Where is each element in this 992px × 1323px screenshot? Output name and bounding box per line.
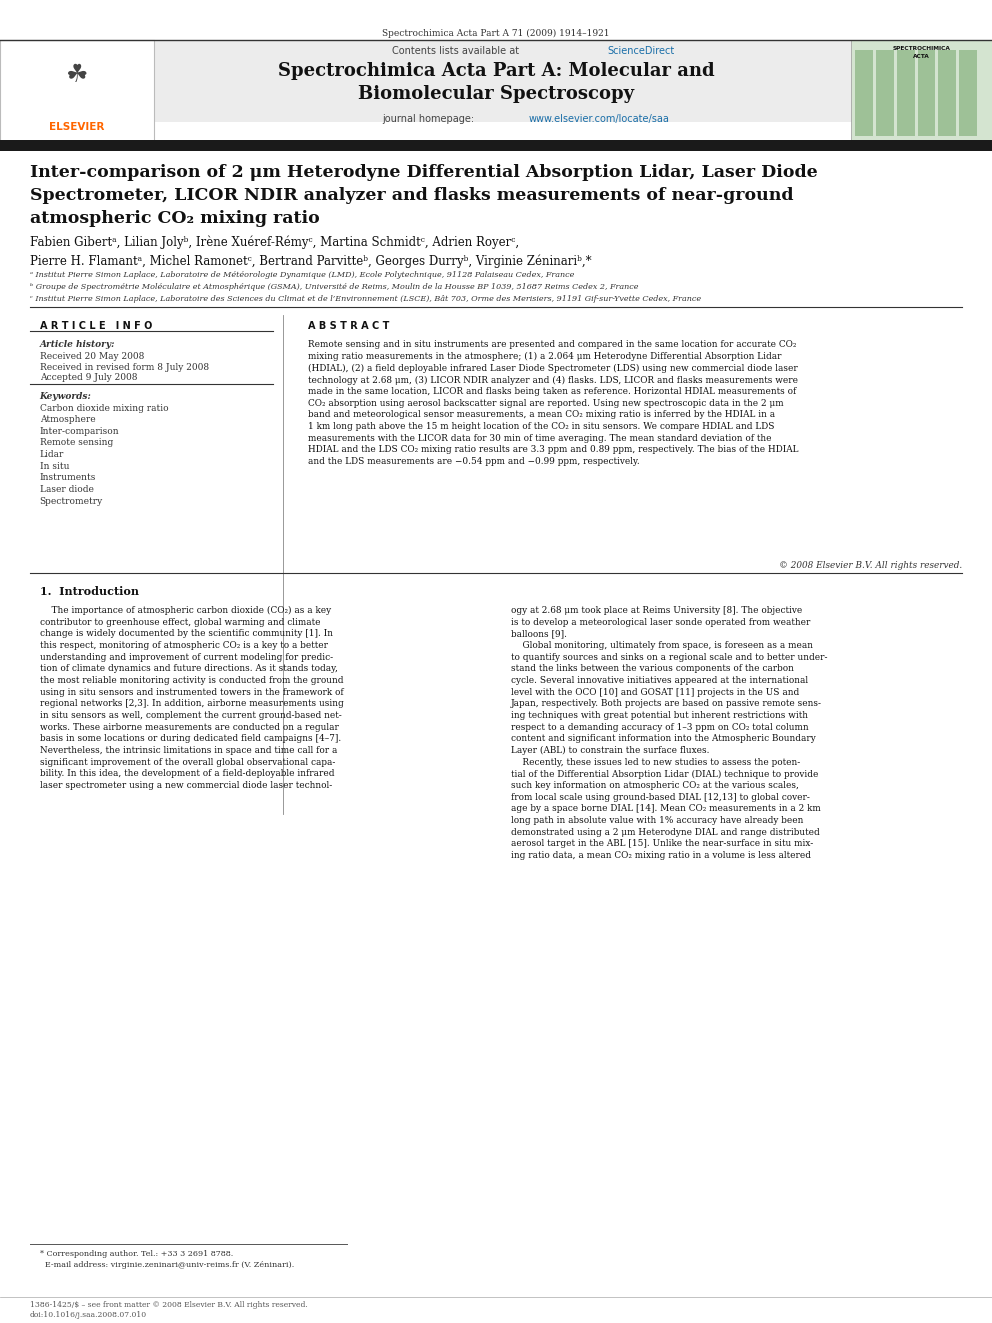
Text: ELSEVIER: ELSEVIER	[49, 122, 104, 132]
FancyBboxPatch shape	[897, 50, 915, 136]
Text: ᵃ Institut Pierre Simon Laplace, Laboratoire de Météorologie Dynamique (LMD), Ec: ᵃ Institut Pierre Simon Laplace, Laborat…	[30, 271, 574, 279]
Text: Received in revised form 8 July 2008: Received in revised form 8 July 2008	[40, 363, 208, 372]
Text: Inter-comparison: Inter-comparison	[40, 427, 119, 435]
Text: Lidar: Lidar	[40, 450, 64, 459]
Text: © 2008 Elsevier B.V. All rights reserved.: © 2008 Elsevier B.V. All rights reserved…	[779, 561, 962, 570]
Text: Spectrochimica Acta Part A 71 (2009) 1914–1921: Spectrochimica Acta Part A 71 (2009) 191…	[382, 29, 610, 38]
Text: A R T I C L E   I N F O: A R T I C L E I N F O	[40, 321, 152, 332]
Text: 1386-1425/$ – see front matter © 2008 Elsevier B.V. All rights reserved.: 1386-1425/$ – see front matter © 2008 El…	[30, 1301, 308, 1308]
FancyBboxPatch shape	[959, 50, 977, 136]
Text: Fabien Gibertᵃ, Lilian Jolyᵇ, Irène Xuéref-Rémyᶜ, Martina Schmidtᶜ, Adrien Royer: Fabien Gibertᵃ, Lilian Jolyᵇ, Irène Xuér…	[30, 235, 519, 249]
Text: Spectrometry: Spectrometry	[40, 496, 103, 505]
Text: Keywords:: Keywords:	[40, 392, 91, 401]
Text: ☘: ☘	[65, 64, 87, 87]
FancyBboxPatch shape	[918, 50, 935, 136]
Text: Instruments: Instruments	[40, 474, 96, 483]
Text: Carbon dioxide mixing ratio: Carbon dioxide mixing ratio	[40, 404, 169, 413]
Text: Accepted 9 July 2008: Accepted 9 July 2008	[40, 373, 137, 382]
FancyBboxPatch shape	[938, 50, 956, 136]
Text: ogy at 2.68 μm took place at Reims University [8]. The objective
is to develop a: ogy at 2.68 μm took place at Reims Unive…	[511, 606, 827, 860]
FancyBboxPatch shape	[0, 40, 992, 122]
Text: A B S T R A C T: A B S T R A C T	[308, 321, 389, 332]
FancyBboxPatch shape	[855, 50, 873, 136]
Text: * Corresponding author. Tel.: +33 3 2691 8788.: * Corresponding author. Tel.: +33 3 2691…	[40, 1250, 233, 1258]
Text: ScienceDirect: ScienceDirect	[607, 46, 675, 57]
Text: doi:10.1016/j.saa.2008.07.010: doi:10.1016/j.saa.2008.07.010	[30, 1311, 147, 1319]
Text: www.elsevier.com/locate/saa: www.elsevier.com/locate/saa	[529, 114, 670, 124]
Text: 1.  Introduction: 1. Introduction	[40, 586, 139, 597]
Text: E-mail address: virginie.zeninari@univ-reims.fr (V. Zéninari).: E-mail address: virginie.zeninari@univ-r…	[40, 1261, 294, 1269]
Text: ᶜ Institut Pierre Simon Laplace, Laboratoire des Sciences du Climat et de l’Envi: ᶜ Institut Pierre Simon Laplace, Laborat…	[30, 295, 701, 303]
FancyBboxPatch shape	[0, 40, 154, 143]
Text: journal homepage:: journal homepage:	[382, 114, 477, 124]
Text: Remote sensing: Remote sensing	[40, 438, 113, 447]
Text: Contents lists available at: Contents lists available at	[392, 46, 522, 57]
Text: Pierre H. Flamantᵃ, Michel Ramonetᶜ, Bertrand Parvitteᵇ, Georges Durryᵇ, Virgini: Pierre H. Flamantᵃ, Michel Ramonetᶜ, Ber…	[30, 254, 591, 267]
Text: Atmosphere: Atmosphere	[40, 415, 95, 425]
FancyBboxPatch shape	[851, 40, 992, 142]
Text: Spectrochimica Acta Part A: Molecular and
Biomolecular Spectroscopy: Spectrochimica Acta Part A: Molecular an…	[278, 62, 714, 103]
Text: ᵇ Groupe de Spectrométrie Moléculaire et Atmosphérique (GSMA), Université de Rei: ᵇ Groupe de Spectrométrie Moléculaire et…	[30, 283, 638, 291]
Text: In situ: In situ	[40, 462, 69, 471]
Text: SPECTROCHIMICA: SPECTROCHIMICA	[893, 46, 950, 52]
Text: ACTA: ACTA	[914, 54, 930, 60]
FancyBboxPatch shape	[876, 50, 894, 136]
Text: Remote sensing and in situ instruments are presented and compared in the same lo: Remote sensing and in situ instruments a…	[308, 340, 798, 466]
Text: Inter-comparison of 2 μm Heterodyne Differential Absorption Lidar, Laser Diode
S: Inter-comparison of 2 μm Heterodyne Diff…	[30, 164, 817, 226]
Text: Received 20 May 2008: Received 20 May 2008	[40, 352, 144, 361]
Text: Article history:: Article history:	[40, 340, 115, 349]
Text: The importance of atmospheric carbon dioxide (CO₂) as a key
contributor to green: The importance of atmospheric carbon dio…	[40, 606, 343, 790]
Text: Laser diode: Laser diode	[40, 486, 93, 493]
FancyBboxPatch shape	[0, 140, 992, 151]
